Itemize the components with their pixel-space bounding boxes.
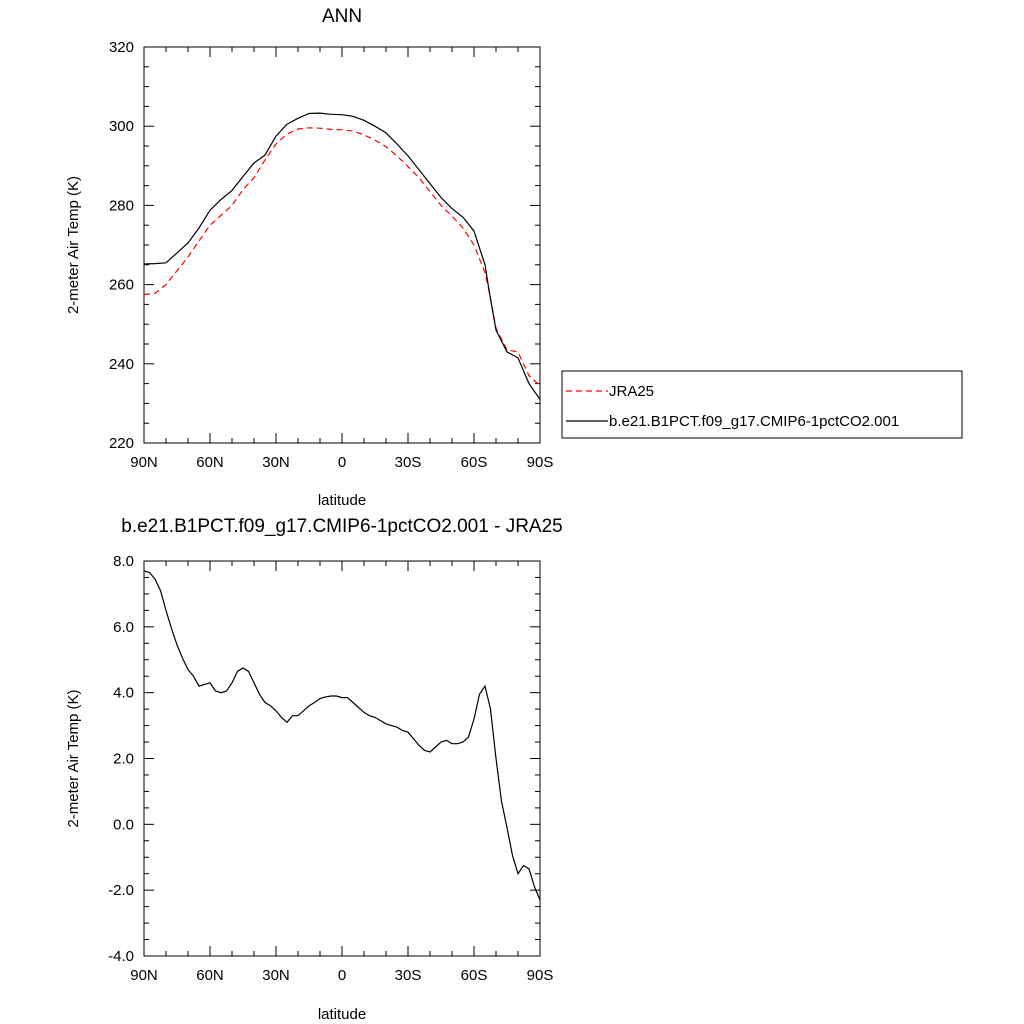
y-tick-label: -4.0 xyxy=(108,948,134,965)
y-tick-label: 0.0 xyxy=(113,816,134,833)
y-axis-label: 2-meter Air Temp (K) xyxy=(65,176,82,314)
series-line-2 xyxy=(144,112,540,400)
chart-panel-2: b.e21.B1PCT.f09_g17.CMIP6-1pctCO2.001 - … xyxy=(65,516,563,1023)
legend-label: b.e21.B1PCT.f09_g17.CMIP6-1pctCO2.001 xyxy=(609,413,899,430)
x-tick-label: 60S xyxy=(461,967,488,984)
y-tick-label: -2.0 xyxy=(108,882,134,899)
y-tick-label: 260 xyxy=(109,277,134,294)
y-tick-label: 8.0 xyxy=(113,553,134,570)
legend-label: JRA25 xyxy=(609,383,654,400)
x-tick-label: 0 xyxy=(338,454,346,471)
y-tick-label: 2.0 xyxy=(113,751,134,768)
y-tick-label: 220 xyxy=(109,435,134,452)
x-tick-label: 90S xyxy=(527,454,554,471)
y-tick-label: 4.0 xyxy=(113,685,134,702)
x-tick-label: 30N xyxy=(262,967,290,984)
y-tick-label: 320 xyxy=(109,39,134,56)
y-tick-label: 300 xyxy=(109,118,134,135)
x-axis-label: latitude xyxy=(318,492,366,509)
x-tick-label: 30N xyxy=(262,454,290,471)
chart-title: b.e21.B1PCT.f09_g17.CMIP6-1pctCO2.001 - … xyxy=(121,516,562,537)
y-tick-label: 240 xyxy=(109,356,134,373)
y-axis-label: 2-meter Air Temp (K) xyxy=(65,689,82,827)
legend: JRA25 b.e21.B1PCT.f09_g17.CMIP6-1pctCO2.0… xyxy=(561,370,963,439)
x-tick-label: 60N xyxy=(196,454,224,471)
y-tick-label: 6.0 xyxy=(113,619,134,636)
y-tick-label: 280 xyxy=(109,197,134,214)
x-tick-label: 90S xyxy=(527,967,554,984)
x-tick-label: 90N xyxy=(130,967,158,984)
chart-title: ANN xyxy=(322,6,362,27)
x-tick-label: 30S xyxy=(395,967,422,984)
series-line-1 xyxy=(144,127,540,387)
chart-panel-1: ANN 220 240 260 280 300 320 90N 60N 30N 0 30S 60S 90S… xyxy=(65,6,963,509)
x-axis-label: latitude xyxy=(318,1006,366,1023)
series-line-1 xyxy=(144,570,540,901)
legend-box xyxy=(561,370,963,439)
plot-frame xyxy=(143,46,541,444)
x-tick-label: 0 xyxy=(338,967,346,984)
x-tick-label: 60S xyxy=(461,454,488,471)
x-tick-label: 90N xyxy=(130,454,158,471)
x-tick-label: 60N xyxy=(196,967,224,984)
x-tick-label: 30S xyxy=(395,454,422,471)
plot-frame xyxy=(143,560,541,957)
